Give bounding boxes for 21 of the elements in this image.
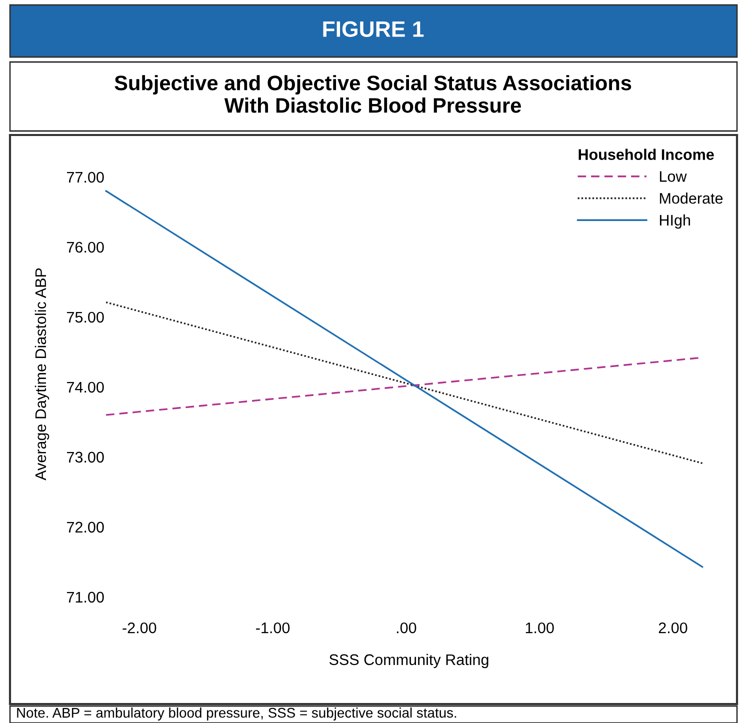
chart-title: FIGURE 1 (323, 21, 424, 37)
y-tick-label: 74.00 (67, 382, 104, 393)
y-axis-title: Average Daytime Diastolic ABP (34, 268, 50, 480)
x-tick-label: 1.00 (526, 622, 554, 634)
y-tick-label: 73.00 (67, 452, 104, 463)
x-axis-title: SSS Community Rating (329, 654, 488, 668)
y-tick-label: 72.00 (67, 522, 104, 533)
x-tick-label: 2.00 (658, 622, 688, 634)
y-tick-label: 76.00 (67, 242, 104, 253)
x-tick-label: -1.00 (256, 622, 290, 634)
legend-label: HIgh (660, 214, 690, 229)
text: Note. ABP = ambulatory blood pressure, SSS = subjective social status. (17, 708, 456, 720)
legend-label: Moderate (660, 192, 723, 204)
legend-label: Low (660, 171, 687, 182)
y-tick-label: 75.00 (67, 312, 104, 323)
x-tick-label: .00 (396, 622, 416, 634)
y-tick-label: 71.00 (67, 592, 104, 603)
legend-title: Household Income (578, 148, 714, 160)
chart-subtitle: Subjective and Objective Social Status Associations With Diastolic Blood Pressure (114, 75, 632, 113)
x-tick-label: -2.00 (122, 622, 156, 634)
y-tick-label: 77.00 (67, 172, 104, 183)
